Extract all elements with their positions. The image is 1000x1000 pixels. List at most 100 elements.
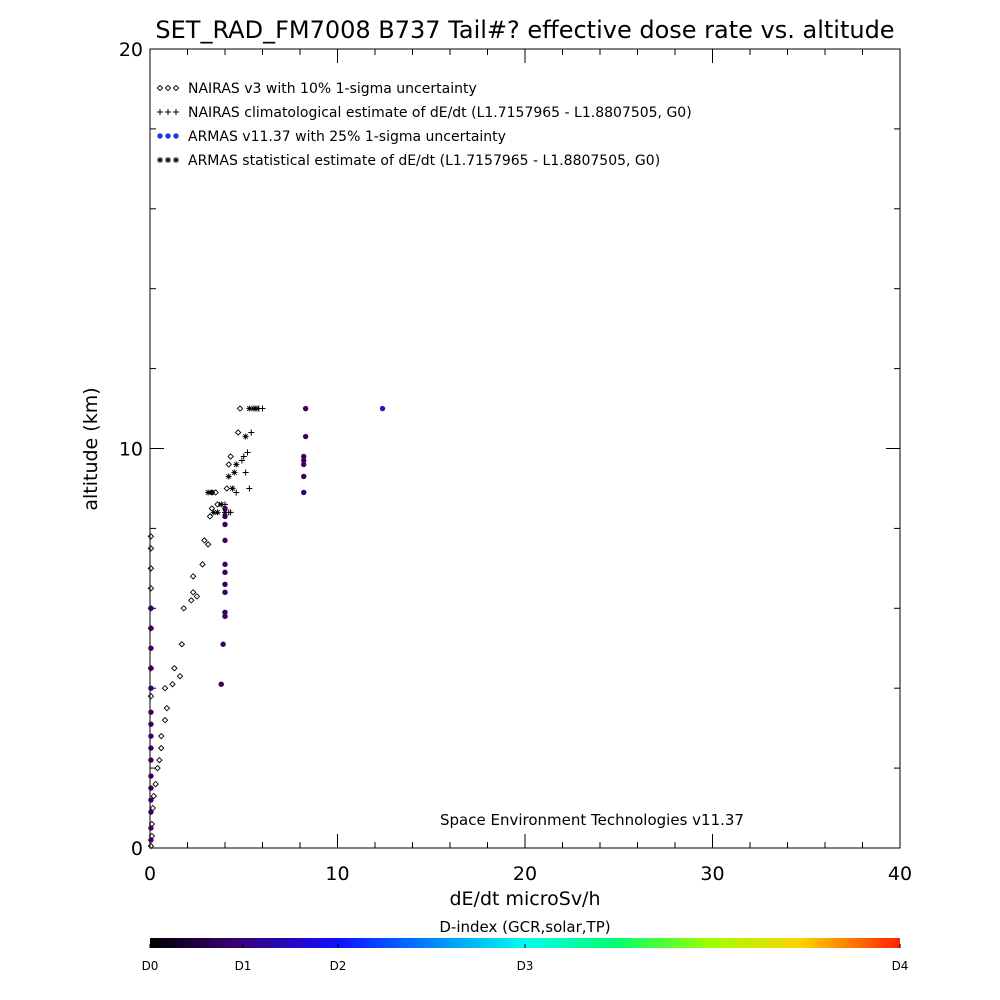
data-point bbox=[231, 469, 238, 476]
data-point bbox=[259, 405, 266, 412]
data-point bbox=[233, 489, 240, 496]
x-tick-label: 0 bbox=[144, 863, 156, 885]
y-tick-label: 10 bbox=[119, 439, 143, 461]
marker-shape bbox=[148, 773, 154, 779]
data-point bbox=[212, 489, 219, 496]
marker-shape bbox=[165, 109, 171, 115]
data-point bbox=[208, 489, 215, 496]
data-points bbox=[147, 405, 386, 850]
data-point bbox=[301, 461, 307, 468]
data-point bbox=[253, 405, 260, 412]
legend-symbol bbox=[165, 109, 171, 115]
data-point bbox=[225, 461, 232, 468]
data-point bbox=[233, 461, 240, 468]
data-point bbox=[301, 453, 307, 460]
legend: NAIRAS v3 with 10% 1-sigma uncertainty NA… bbox=[156, 81, 692, 169]
marker-shape bbox=[204, 541, 212, 548]
legend-item: NAIRAS v3 with 10% 1-sigma uncertainty bbox=[156, 81, 477, 97]
data-point bbox=[147, 533, 155, 540]
data-point bbox=[234, 429, 242, 436]
marker-shape bbox=[234, 429, 242, 436]
y-tick-label: 0 bbox=[131, 838, 143, 860]
marker-shape bbox=[227, 453, 234, 460]
marker-shape bbox=[231, 469, 238, 476]
marker-shape bbox=[176, 672, 184, 680]
legend-symbol bbox=[173, 157, 179, 163]
marker-shape bbox=[169, 680, 176, 688]
data-point bbox=[188, 597, 195, 604]
data-point bbox=[222, 613, 228, 619]
marker-shape bbox=[172, 84, 180, 92]
marker-shape bbox=[233, 489, 240, 496]
data-point bbox=[158, 744, 165, 752]
legend-label: NAIRAS climatological estimate of dE/dt … bbox=[188, 105, 692, 121]
marker-shape bbox=[150, 792, 157, 800]
data-point bbox=[147, 585, 155, 592]
marker-shape bbox=[206, 513, 214, 520]
data-point bbox=[148, 625, 154, 631]
marker-shape bbox=[246, 485, 253, 492]
data-point bbox=[240, 453, 247, 460]
data-point bbox=[248, 429, 255, 436]
marker-shape bbox=[223, 485, 231, 492]
data-point bbox=[147, 545, 155, 552]
data-point bbox=[148, 605, 154, 611]
marker-shape bbox=[238, 457, 245, 464]
marker-shape bbox=[161, 684, 169, 692]
marker-shape bbox=[147, 565, 155, 572]
data-point bbox=[154, 764, 161, 772]
marker-shape bbox=[148, 837, 154, 843]
marker-shape bbox=[157, 157, 163, 163]
data-point bbox=[225, 473, 232, 480]
marker-shape bbox=[154, 764, 161, 772]
legend-symbol bbox=[157, 109, 163, 115]
marker-shape bbox=[302, 405, 309, 412]
marker-shape bbox=[178, 641, 186, 648]
legend-label: ARMAS v11.37 with 25% 1-sigma uncertaint… bbox=[188, 129, 506, 145]
marker-shape bbox=[148, 709, 154, 715]
marker-shape bbox=[180, 605, 187, 612]
legend-item: ARMAS v11.37 with 25% 1-sigma uncertaint… bbox=[157, 129, 506, 145]
colorbar-title: D-index (GCR,solar,TP) bbox=[439, 918, 610, 936]
marker-shape bbox=[218, 501, 225, 508]
data-point bbox=[218, 681, 224, 687]
data-point bbox=[169, 680, 176, 688]
marker-shape bbox=[301, 461, 307, 468]
x-tick-label: 40 bbox=[888, 863, 912, 885]
legend-symbol bbox=[173, 109, 179, 115]
legend-item: NAIRAS climatological estimate of dE/dt … bbox=[157, 105, 692, 121]
data-point bbox=[222, 569, 228, 576]
marker-shape bbox=[301, 489, 307, 496]
data-point bbox=[156, 756, 163, 764]
marker-shape bbox=[222, 537, 228, 544]
marker-shape bbox=[148, 797, 154, 803]
x-tick-label: 10 bbox=[325, 863, 349, 885]
marker-shape bbox=[173, 157, 179, 163]
marker-shape bbox=[148, 757, 154, 763]
marker-shape bbox=[301, 453, 307, 460]
data-point bbox=[148, 825, 154, 831]
marker-shape bbox=[199, 561, 206, 568]
colorbar-label: D1 bbox=[235, 959, 252, 973]
data-point bbox=[222, 537, 228, 544]
marker-shape bbox=[225, 461, 232, 468]
marker-shape bbox=[163, 704, 171, 712]
marker-shape bbox=[218, 681, 224, 687]
data-point bbox=[152, 780, 159, 788]
marker-shape bbox=[147, 533, 155, 540]
data-point bbox=[242, 469, 249, 476]
marker-shape bbox=[173, 109, 179, 115]
marker-shape bbox=[379, 405, 386, 412]
marker-shape bbox=[148, 825, 154, 831]
colorbar-label: D2 bbox=[330, 959, 347, 973]
marker-shape bbox=[165, 157, 171, 163]
data-point bbox=[246, 405, 253, 412]
marker-shape bbox=[236, 405, 244, 412]
colorbar-label: D3 bbox=[517, 959, 534, 973]
marker-shape bbox=[301, 457, 307, 464]
marker-shape bbox=[148, 665, 154, 671]
marker-shape bbox=[214, 501, 221, 508]
data-point bbox=[161, 684, 169, 692]
chart-title: SET_RAD_FM7008 B737 Tail#? effective dos… bbox=[155, 16, 894, 44]
legend-symbol bbox=[165, 133, 171, 139]
